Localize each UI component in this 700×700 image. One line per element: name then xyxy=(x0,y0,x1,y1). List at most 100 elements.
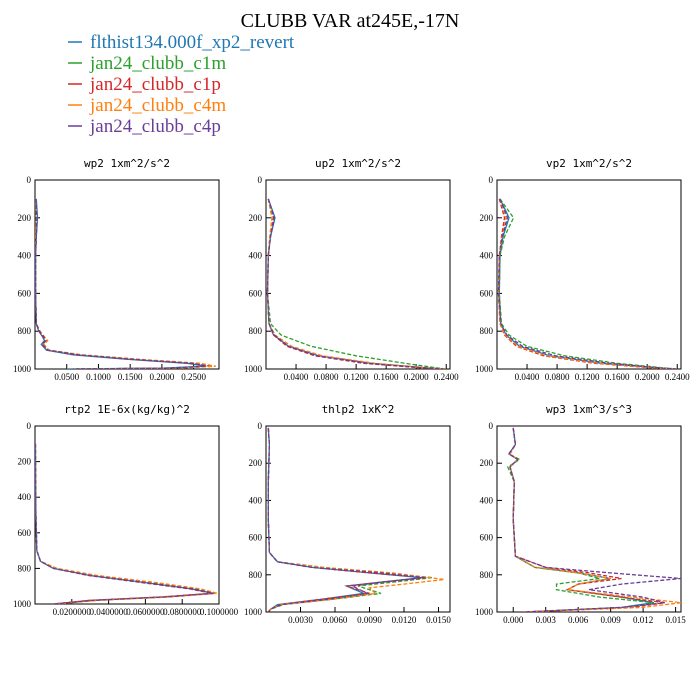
series-line xyxy=(509,427,681,612)
y-tick-label: 400 xyxy=(249,495,263,505)
x-tick-label: 0.2400 xyxy=(665,372,690,382)
y-tick-label: 800 xyxy=(480,570,494,580)
y-tick-label: 800 xyxy=(480,326,494,336)
y-tick-label: 400 xyxy=(18,251,32,261)
y-tick-label: 200 xyxy=(480,213,494,223)
x-tick-label: 0.015 xyxy=(665,615,686,625)
legend: flthist134.000f_xp2_revertjan24_clubb_c1… xyxy=(68,32,295,137)
series-line xyxy=(35,198,213,369)
series-line xyxy=(267,427,433,612)
series-line xyxy=(266,198,443,369)
series-line xyxy=(509,427,665,612)
series-line xyxy=(498,198,678,369)
x-tick-label: 0.0800000 xyxy=(163,607,202,617)
panel-title: up2 1xm^2/s^2 xyxy=(315,157,401,170)
x-tick-label: 0.0400 xyxy=(284,372,309,382)
panel-title: rtp2 1E-6x(kg/kg)^2 xyxy=(64,403,190,416)
series-line xyxy=(497,198,677,369)
panel-title: vp2 1xm^2/s^2 xyxy=(546,157,632,170)
series-line xyxy=(497,198,676,369)
x-tick-label: 0.0150 xyxy=(426,615,451,625)
y-tick-label: 400 xyxy=(18,492,32,502)
x-tick-label: 0.2000 xyxy=(150,372,175,382)
series-group xyxy=(266,198,447,369)
legend-label: jan24_clubb_c1p xyxy=(89,74,221,95)
series-line xyxy=(497,198,674,369)
y-tick-label: 400 xyxy=(480,495,494,505)
series-line xyxy=(267,427,425,612)
plot-frame xyxy=(265,179,451,370)
legend-entry: jan24_clubb_c1p xyxy=(68,74,221,95)
series-group xyxy=(497,198,678,369)
y-tick-label: 800 xyxy=(18,563,32,573)
legend-label: jan24_clubb_c1m xyxy=(89,53,226,74)
series-line xyxy=(267,427,428,612)
legend-label: flthist134.000f_xp2_revert xyxy=(90,32,295,53)
x-tick-label: 0.012 xyxy=(633,615,653,625)
y-tick-label: 600 xyxy=(480,533,494,543)
y-tick-label: 200 xyxy=(249,458,263,468)
series-line xyxy=(266,198,444,369)
x-tick-label: 0.0600000 xyxy=(126,607,165,617)
y-tick-label: 0 xyxy=(27,175,32,185)
y-tick-label: 800 xyxy=(249,326,263,336)
y-tick-label: 400 xyxy=(480,251,494,261)
series-line xyxy=(35,198,207,369)
x-tick-label: 0.0120 xyxy=(392,615,417,625)
x-tick-label: 0.1500 xyxy=(118,372,143,382)
legend-label: jan24_clubb_c4p xyxy=(89,116,221,137)
x-tick-label: 0.0090 xyxy=(357,615,382,625)
panel-title: wp2 1xm^2/s^2 xyxy=(84,157,170,170)
series-line xyxy=(35,198,216,369)
legend-entry: jan24_clubb_c4p xyxy=(68,116,221,137)
x-tick-label: 0.000 xyxy=(503,615,524,625)
panel-2: up2 1xm^2/s^2 0 200 400 600 800 1000 0.0400 0.08… xyxy=(244,157,459,382)
y-tick-label: 0 xyxy=(258,421,263,431)
plot-frame xyxy=(265,425,451,613)
y-tick-label: 1000 xyxy=(13,599,32,609)
series-line xyxy=(266,198,447,369)
x-tick-label: 0.2500 xyxy=(181,372,206,382)
series-group xyxy=(35,443,218,604)
x-tick-label: 0.0500 xyxy=(54,372,79,382)
y-tick-label: 0 xyxy=(489,421,494,431)
figure-title: CLUBB VAR at245E,-17N xyxy=(241,10,460,32)
y-tick-label: 200 xyxy=(18,213,32,223)
x-tick-label: 0.2400 xyxy=(434,372,459,382)
panel-grid: wp2 1xm^2/s^2 0 200 400 600 800 1000 0.0500 0.10… xyxy=(13,157,690,625)
legend-entry: flthist134.000f_xp2_revert xyxy=(68,32,295,53)
y-tick-label: 0 xyxy=(258,175,263,185)
y-tick-label: 1000 xyxy=(475,607,494,617)
x-tick-label: 0.2000 xyxy=(404,372,429,382)
series-line xyxy=(35,443,214,604)
y-tick-label: 600 xyxy=(18,288,32,298)
x-tick-label: 0.1200 xyxy=(344,372,369,382)
panel-3: vp2 1xm^2/s^2 0 200 400 600 800 1000 0.0400 0.08… xyxy=(475,157,690,382)
y-tick-label: 0 xyxy=(489,175,494,185)
y-tick-label: 600 xyxy=(249,288,263,298)
y-tick-label: 600 xyxy=(480,288,494,298)
x-tick-label: 0.0800 xyxy=(314,372,339,382)
panel-5: thlp2 1xK^2 0 200 400 600 800 1000 0.0030 0.0060… xyxy=(244,403,451,625)
series-line xyxy=(35,198,210,369)
y-tick-label: 800 xyxy=(249,570,263,580)
y-tick-label: 1000 xyxy=(13,364,32,374)
x-tick-label: 0.0400 xyxy=(515,372,540,382)
series-line xyxy=(507,427,655,612)
panel-4: rtp2 1E-6x(kg/kg)^2 0 200 400 600 800 1000 0.02… xyxy=(13,403,239,617)
y-tick-label: 600 xyxy=(18,528,32,538)
x-tick-label: 0.0400000 xyxy=(89,607,128,617)
plot-frame xyxy=(34,425,220,605)
plot-frame xyxy=(34,179,220,370)
legend-entry: jan24_clubb_c1m xyxy=(68,53,226,74)
legend-entry: jan24_clubb_c4m xyxy=(68,95,226,116)
x-tick-label: 0.1000 xyxy=(86,372,111,382)
y-tick-label: 400 xyxy=(249,251,263,261)
y-tick-label: 600 xyxy=(249,533,263,543)
series-group xyxy=(35,198,216,369)
plot-frame xyxy=(496,425,682,613)
y-tick-label: 200 xyxy=(249,213,263,223)
y-tick-label: 1000 xyxy=(475,364,494,374)
x-tick-label: 0.0060 xyxy=(323,615,348,625)
